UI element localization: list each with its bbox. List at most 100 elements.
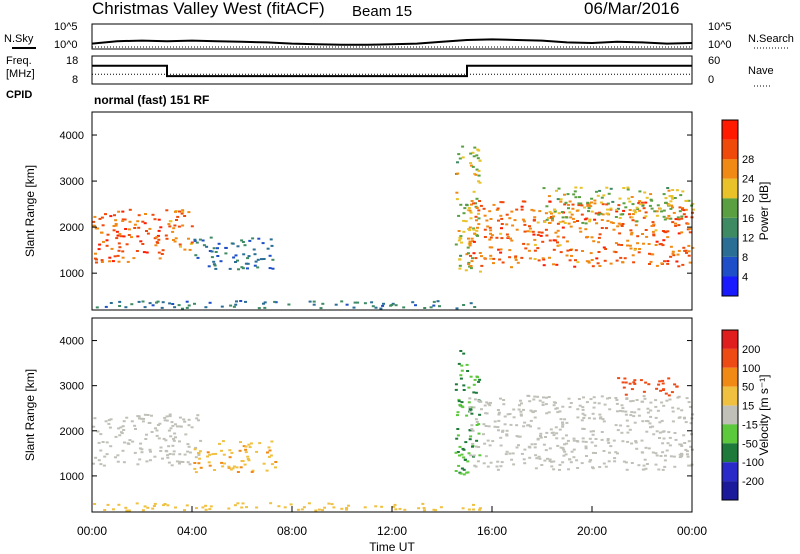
data-cell	[548, 222, 551, 224]
data-cell	[321, 509, 324, 512]
data-cell	[552, 460, 556, 463]
data-cell	[533, 243, 537, 246]
data-cell	[493, 425, 497, 428]
data-cell	[546, 457, 549, 460]
ytick-label: 3000	[60, 176, 84, 188]
power-cells	[92, 145, 695, 310]
data-cell	[188, 463, 192, 466]
data-cell	[497, 411, 501, 414]
data-cell	[475, 420, 479, 423]
data-cell	[195, 417, 199, 420]
data-cell	[495, 236, 499, 239]
data-cell	[508, 452, 512, 455]
data-cell	[590, 236, 594, 239]
data-cell	[464, 220, 468, 223]
data-cell	[471, 240, 475, 243]
data-cell	[640, 451, 644, 454]
data-cell	[582, 396, 585, 399]
data-cell	[575, 209, 579, 212]
data-cell	[185, 300, 189, 303]
data-cell	[576, 261, 580, 264]
data-cell	[157, 229, 161, 232]
data-cell	[489, 236, 493, 239]
data-cell	[568, 458, 571, 461]
data-cell	[468, 244, 472, 247]
data-cell	[506, 235, 510, 238]
data-cell	[277, 505, 281, 508]
data-cell	[625, 468, 629, 471]
data-cell	[577, 398, 581, 400]
data-cell	[556, 411, 560, 414]
data-cell	[162, 437, 166, 440]
data-cell	[689, 464, 693, 467]
data-cell	[155, 434, 159, 437]
data-cell	[592, 240, 596, 243]
data-cell	[470, 237, 474, 240]
data-cell	[674, 438, 678, 441]
xtick-label: 20:00	[577, 524, 607, 538]
data-cell	[187, 211, 191, 214]
data-cell	[558, 244, 562, 247]
data-cell	[193, 467, 197, 470]
freq-label-line2: [MHz]	[6, 68, 35, 80]
data-cell	[499, 444, 503, 447]
data-cell	[548, 239, 552, 242]
data-cell	[476, 226, 479, 229]
ytick-label: 2000	[60, 222, 84, 234]
data-cell	[686, 222, 690, 225]
data-cell	[619, 256, 623, 259]
data-cell	[633, 379, 637, 382]
data-cell	[680, 231, 684, 234]
data-cell	[594, 438, 598, 440]
nave-label: Nave	[748, 65, 774, 77]
data-cell	[519, 413, 523, 416]
data-cell	[523, 230, 527, 233]
data-cell	[579, 186, 583, 189]
colorbar-tick: 28	[742, 154, 754, 166]
velocity-cells	[92, 350, 695, 512]
data-cell	[547, 217, 550, 220]
data-cell	[569, 225, 573, 228]
data-cell	[224, 252, 228, 255]
data-cell	[522, 458, 526, 461]
data-cell	[500, 227, 503, 230]
data-cell	[681, 208, 684, 211]
data-cell	[670, 196, 674, 199]
data-cell	[645, 420, 649, 422]
data-cell	[93, 503, 97, 505]
data-cell	[173, 240, 177, 243]
data-cell	[594, 444, 598, 447]
data-cell	[97, 459, 101, 462]
data-cell	[269, 238, 273, 241]
data-cell	[141, 509, 145, 512]
data-cell	[269, 454, 273, 457]
data-cell	[584, 445, 588, 448]
data-cell	[208, 301, 212, 304]
data-cell	[394, 304, 398, 307]
data-cell	[621, 440, 625, 443]
data-cell	[589, 398, 593, 401]
data-cell	[467, 228, 471, 230]
data-cell	[172, 453, 176, 456]
data-cell	[194, 446, 198, 449]
data-cell	[510, 210, 514, 213]
data-cell	[642, 216, 646, 219]
data-cell	[625, 397, 629, 400]
data-cell	[618, 217, 622, 219]
data-cell	[514, 258, 518, 261]
data-cell	[458, 445, 462, 448]
data-cell	[118, 233, 122, 236]
data-cell	[552, 468, 556, 471]
data-cell	[230, 451, 234, 454]
data-cell	[590, 210, 594, 213]
data-cell	[490, 234, 494, 237]
data-cell	[573, 190, 577, 193]
data-cell	[204, 508, 208, 511]
data-cell	[684, 199, 688, 202]
data-cell	[655, 240, 659, 243]
data-cell	[527, 249, 531, 252]
data-cell	[600, 219, 604, 221]
data-cell	[492, 203, 496, 206]
data-cell	[260, 258, 263, 261]
